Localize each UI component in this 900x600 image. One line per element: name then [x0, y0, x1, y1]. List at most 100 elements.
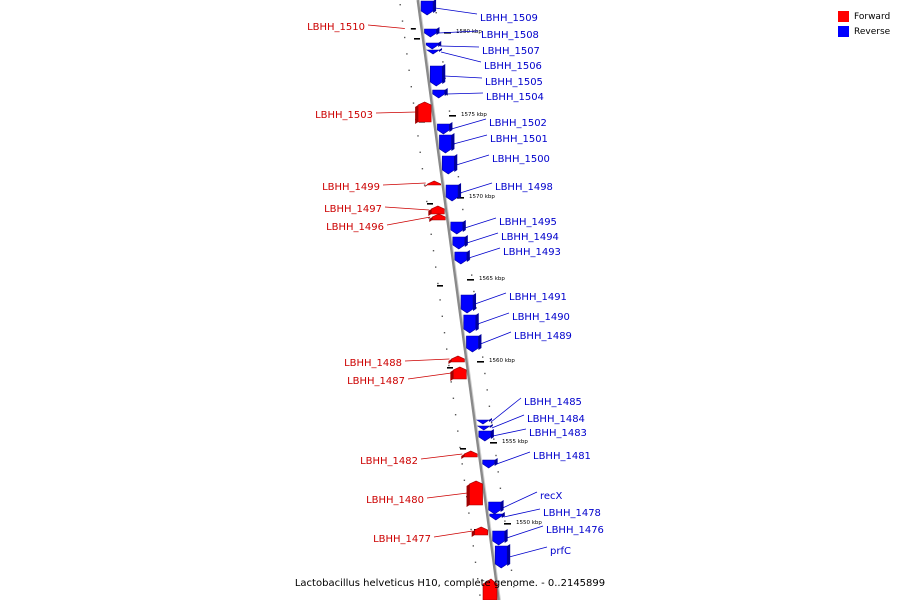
reverse-gene-label: LBHH_1500: [492, 154, 550, 165]
reverse-gene: [437, 123, 450, 135]
forward-gene: [474, 526, 488, 536]
forward-gene: [431, 213, 446, 221]
scale-dot: [457, 176, 460, 178]
scale-dot: [463, 479, 466, 481]
kbp-tick: [449, 115, 456, 117]
scale-dot: [440, 44, 442, 47]
forward-gene-side: [471, 530, 475, 537]
reverse-gene-side: [473, 293, 477, 311]
kbp-label: 1565 kbp: [479, 276, 505, 282]
scale-dot: [470, 528, 472, 531]
forward-gene-side: [429, 217, 433, 222]
reverse-gene-side: [464, 235, 468, 247]
reverse-gene-side: [451, 133, 455, 151]
scale-dot: [412, 102, 415, 104]
scale-dot: [468, 512, 470, 514]
reverse-leader: [435, 7, 478, 15]
reverse-gene-side: [504, 529, 508, 543]
reverse-leader: [474, 292, 507, 305]
reverse-gene-side: [507, 544, 511, 566]
reverse-leader: [459, 182, 493, 194]
reverse-gene-label: LBHH_1489: [514, 331, 572, 342]
scale-dot: [513, 586, 515, 588]
reverse-gene-side: [436, 27, 440, 35]
scale-dot: [504, 520, 506, 522]
reverse-gene-label: LBHH_1506: [484, 61, 542, 72]
reverse-leader: [464, 217, 497, 229]
reverse-gene-side: [489, 424, 493, 428]
forward-gene: [417, 101, 432, 123]
reverse-leader: [480, 331, 512, 345]
scale-dot: [435, 266, 437, 268]
scale-dot: [430, 233, 432, 235]
reverse-leader: [451, 118, 487, 130]
forward-leader: [386, 216, 431, 226]
reverse-gene-label: LBHH_1509: [480, 13, 538, 24]
reverse-gene-label: LBHH_1485: [524, 397, 582, 408]
scale-dot: [479, 594, 481, 596]
scale-dot: [486, 389, 488, 391]
reverse-gene: [494, 545, 508, 569]
kbp-tick-left: [414, 38, 420, 40]
forward-gene-label: LBHH_1499: [322, 182, 380, 193]
gene-features: [410, 0, 511, 600]
scale-dot: [419, 151, 421, 153]
forward-gene: [451, 355, 465, 363]
forward-swatch: [838, 11, 849, 22]
scale-dot: [461, 463, 463, 465]
reverse-gene-side: [438, 41, 442, 47]
scale-dot: [499, 487, 502, 489]
reverse-leader: [438, 30, 479, 34]
reverse-gene-side: [494, 458, 498, 466]
kbp-tick: [477, 361, 484, 363]
legend-item-reverse: Reverse: [838, 24, 898, 39]
reverse-gene-side: [444, 88, 448, 96]
kbp-tick: [504, 523, 511, 525]
scale-dot: [442, 61, 444, 63]
reverse-gene-side: [500, 500, 504, 512]
reverse-gene: [429, 65, 443, 87]
scale-dot: [446, 94, 448, 96]
reverse-gene-label: LBHH_1498: [495, 182, 553, 193]
forward-gene-partial: [482, 578, 498, 600]
reverse-leader: [466, 232, 499, 244]
forward-gene: [453, 366, 467, 380]
forward-gene-side: [448, 359, 452, 364]
scale-dot: [454, 414, 457, 416]
gene-labels: LBHH_1509 LBHH_1508 LBHH_1507 LBHH_1506 LBHH…: [307, 13, 604, 557]
reverse-gene-side: [490, 429, 494, 439]
scale-dot: [474, 561, 477, 563]
reverse-gene: [492, 530, 505, 546]
legend-label-reverse: Reverse: [854, 26, 891, 37]
scale-dot: [428, 217, 430, 219]
forward-gene-label: LBHH_1510: [307, 22, 365, 33]
scale-dot: [462, 208, 464, 211]
reverse-gene: [425, 42, 439, 50]
reverse-leader: [477, 312, 510, 325]
reverse-gene: [441, 155, 455, 175]
kbp-label: 1560 kbp: [489, 358, 515, 364]
scale-dot: [484, 372, 486, 375]
reverse-gene-label: LBHH_1483: [529, 428, 587, 439]
reverse-gene: [489, 513, 503, 521]
forward-gene-side: [461, 454, 465, 459]
scale-dot: [471, 274, 473, 276]
reverse-gene-label: LBHH_1507: [482, 46, 540, 57]
reverse-gene-label: LBHH_1476: [546, 525, 604, 536]
reverse-leader: [453, 134, 488, 145]
reverse-gene: [482, 459, 495, 469]
forward-gene: [427, 180, 442, 186]
scale-dot: [406, 53, 408, 55]
forward-gene: [410, 28, 416, 30]
scale-dot: [423, 184, 426, 186]
reverse-leader: [506, 525, 544, 539]
reverse-leader: [509, 546, 548, 558]
kbp-tick-left: [437, 285, 443, 287]
forward-leader: [404, 358, 450, 362]
kbp-tick-left: [460, 448, 466, 450]
forward-gene: [463, 450, 478, 458]
kbp-label: 1575 kbp: [461, 112, 487, 118]
kbp-label: 1550 kbp: [516, 520, 542, 526]
reverse-gene-label: prfC: [550, 546, 571, 557]
